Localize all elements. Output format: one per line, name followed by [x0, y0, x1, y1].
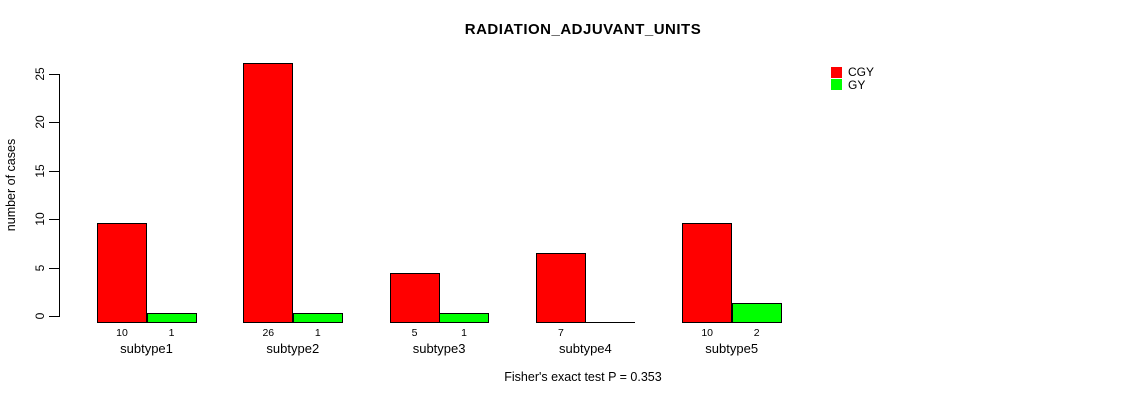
bar-cgy-subtype2 [243, 63, 294, 323]
bar-value-label: 5 [411, 327, 418, 339]
bar-value-label: 1 [461, 327, 468, 339]
bar-value-label: 10 [701, 327, 714, 339]
y-axis-line [59, 74, 60, 317]
legend-item-gy: GY [831, 79, 874, 92]
y-axis-tick [49, 267, 59, 269]
legend-swatch [831, 79, 842, 91]
bar-value-label: 1 [168, 327, 175, 339]
legend-label: GY [848, 77, 866, 92]
bar-gy-subtype2 [292, 313, 343, 323]
legend: CGY GY [831, 66, 874, 91]
bar-cgy-subtype3 [389, 273, 440, 323]
y-axis-tick-label: 20 [33, 115, 47, 130]
x-category-label: subtype4 [559, 341, 612, 356]
y-axis-tick-label: 15 [33, 164, 47, 178]
chart-title: RADIATION_ADJUVANT_UNITS [464, 21, 702, 38]
legend-item-cgy: CGY [831, 66, 874, 79]
y-axis-tick [49, 74, 59, 75]
x-category-label: subtype3 [412, 341, 466, 356]
footer-caption: Fisher's exact test P = 0.353 [504, 370, 662, 384]
x-category-label: subtype2 [266, 341, 320, 356]
y-axis-tick [49, 170, 59, 172]
bar-cgy-subtype1 [97, 223, 147, 323]
bar-cgy-subtype4 [535, 253, 586, 323]
y-axis-tick-label: 10 [33, 212, 47, 226]
y-axis-label: number of cases [4, 138, 18, 232]
y-axis-tick-label: 25 [33, 67, 47, 81]
y-axis-tick [49, 122, 59, 124]
x-category-label: subtype1 [120, 341, 173, 356]
y-axis-tick [49, 219, 59, 221]
legend-label: CGY [848, 65, 875, 80]
bar-value-label: 1 [314, 327, 321, 339]
bar-gy-subtype4 [585, 322, 636, 323]
y-axis-tick-label: 5 [33, 264, 47, 271]
y-axis-tick [49, 316, 59, 317]
legend-swatch [831, 66, 842, 78]
bar-value-label: 7 [557, 327, 564, 339]
bar-value-label: 2 [753, 327, 760, 339]
bar-gy-subtype5 [731, 303, 782, 323]
bar-value-label: 10 [116, 327, 128, 339]
bar-gy-subtype3 [439, 313, 490, 323]
bar-gy-subtype1 [146, 313, 197, 323]
bar-value-label: 26 [262, 327, 275, 339]
y-axis-tick-label: 0 [33, 312, 47, 320]
x-category-label: subtype5 [705, 341, 759, 356]
bar-cgy-subtype5 [682, 223, 733, 323]
